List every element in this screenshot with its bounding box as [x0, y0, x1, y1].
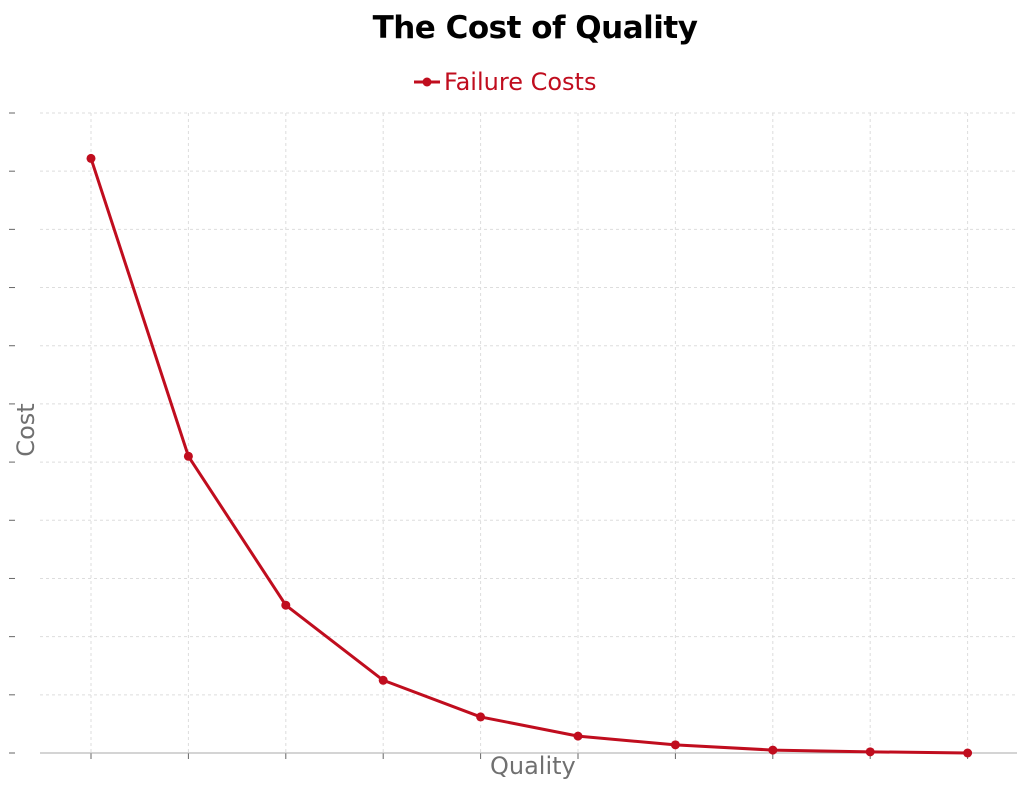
data-markers [86, 153, 973, 758]
line-marker-icon [414, 77, 440, 87]
data-point[interactable] [476, 712, 486, 722]
data-point[interactable] [86, 153, 96, 163]
data-point[interactable] [865, 747, 875, 757]
data-point[interactable] [670, 740, 680, 750]
data-point[interactable] [963, 748, 973, 758]
axis-ticks [9, 112, 969, 759]
data-point[interactable] [183, 451, 193, 461]
data-point[interactable] [768, 745, 778, 755]
data-point[interactable] [281, 600, 291, 610]
legend-item-failure-costs[interactable]: Failure Costs [414, 68, 596, 96]
gridlines [40, 112, 1017, 753]
failure-costs-line [89, 157, 968, 755]
data-point[interactable] [573, 731, 583, 741]
data-point[interactable] [378, 675, 388, 685]
chart-title: The Cost of Quality [372, 10, 698, 46]
x-axis-label: Quality [490, 752, 576, 780]
legend-label: Failure Costs [444, 68, 597, 96]
